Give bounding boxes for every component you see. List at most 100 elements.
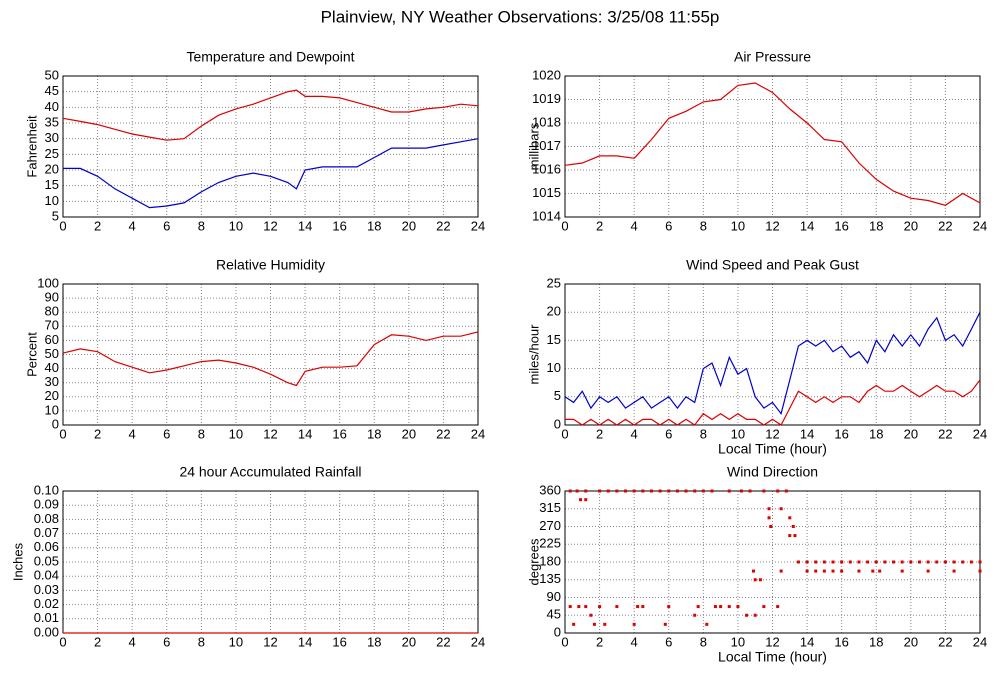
data-point (696, 605, 700, 609)
data-point (840, 569, 844, 573)
data-point (606, 489, 610, 493)
x-tick-label: 18 (367, 634, 381, 649)
data-point (840, 560, 844, 564)
chart-title: Relative Humidity (216, 257, 325, 273)
data-point (603, 622, 607, 626)
y-tick-label: 0.07 (34, 525, 59, 540)
y-tick-label: 50 (45, 67, 59, 82)
data-point (926, 569, 930, 573)
data-point (579, 498, 583, 502)
data-point (926, 560, 930, 564)
plot-frame (62, 75, 479, 218)
data-point (788, 534, 792, 538)
data-point (769, 525, 773, 528)
x-tick-label: 20 (402, 218, 416, 233)
y-tick-label: 0.10 (34, 482, 59, 497)
x-tick-label: 4 (129, 426, 136, 441)
x-tick-label: 6 (665, 426, 672, 441)
x-tick-label: 12 (263, 634, 277, 649)
x-tick-label: 10 (731, 426, 745, 441)
data-point (831, 560, 835, 564)
x-tick-label: 20 (904, 426, 918, 441)
x-tick-label: 24 (471, 634, 485, 649)
x-tick-label: 24 (973, 634, 987, 649)
data-point (900, 569, 904, 573)
x-tick-label: 2 (94, 218, 101, 233)
data-line (564, 311, 981, 416)
y-axis-label: Fahrenheit (24, 115, 39, 178)
data-line (62, 331, 479, 387)
chart-title: Wind Direction (727, 464, 818, 480)
y-tick-label: 1015 (532, 185, 561, 200)
data-point (909, 560, 913, 564)
x-tick-label: 12 (263, 426, 277, 441)
x-tick-label: 8 (198, 218, 205, 233)
data-point (753, 578, 757, 582)
y-tick-label: 45 (547, 607, 561, 622)
y-tick-label: 40 (45, 360, 59, 375)
x-tick-label: 16 (834, 426, 848, 441)
x-tick-label: 24 (471, 426, 485, 441)
data-point (762, 489, 766, 493)
data-point (572, 622, 576, 626)
data-point (667, 605, 671, 609)
y-tick-label: 20 (45, 161, 59, 176)
x-tick-label: 6 (163, 218, 170, 233)
x-tick-label: 0 (561, 218, 568, 233)
chart-title: Air Pressure (734, 49, 811, 65)
data-point (589, 613, 593, 617)
x-tick-label: 18 (869, 634, 883, 649)
x-tick-label: 4 (631, 634, 638, 649)
data-point (584, 489, 588, 493)
x-tick-label: 22 (938, 634, 952, 649)
x-tick-label: 18 (367, 218, 381, 233)
data-point (935, 560, 939, 564)
data-point (952, 560, 956, 564)
x-tick-label: 24 (973, 426, 987, 441)
x-tick-label: 12 (765, 426, 779, 441)
chart-title: 24 hour Accumulated Rainfall (179, 464, 361, 480)
x-tick-label: 14 (800, 218, 814, 233)
x-tick-label: 18 (869, 218, 883, 233)
x-tick-label: 20 (402, 426, 416, 441)
x-tick-label: 10 (229, 426, 243, 441)
y-tick-label: 5 (52, 208, 59, 223)
plot-frame (564, 283, 981, 426)
x-tick-label: 2 (94, 634, 101, 649)
x-tick-label: 14 (298, 634, 312, 649)
x-tick-label: 14 (298, 426, 312, 441)
data-point (779, 569, 783, 573)
data-point (663, 622, 667, 626)
data-point (776, 605, 780, 609)
x-tick-label: 4 (631, 218, 638, 233)
y-tick-label: 50 (45, 346, 59, 361)
y-tick-label: 5 (554, 388, 561, 403)
data-point (857, 560, 861, 564)
data-point (892, 560, 896, 564)
data-point (762, 605, 766, 609)
data-point (767, 507, 771, 511)
data-point (584, 605, 588, 609)
data-point (675, 489, 679, 493)
data-point (745, 613, 749, 617)
data-point (568, 489, 572, 493)
y-tick-label: 40 (45, 99, 59, 114)
x-tick-label: 24 (973, 218, 987, 233)
chart-title: Temperature and Dewpoint (186, 49, 354, 65)
data-point (969, 560, 973, 564)
y-tick-label: 90 (547, 589, 561, 604)
y-tick-label: 30 (45, 130, 59, 145)
data-point (649, 489, 653, 493)
data-point (632, 622, 636, 626)
y-tick-label: 25 (547, 275, 561, 290)
data-point (788, 516, 792, 520)
data-point (978, 560, 982, 564)
chart-title: Wind Speed and Peak Gust (686, 257, 859, 273)
x-tick-label: 10 (229, 218, 243, 233)
y-tick-label: 180 (539, 553, 561, 568)
y-tick-label: 0.04 (34, 568, 59, 583)
x-tick-label: 10 (731, 218, 745, 233)
y-tick-label: 0.08 (34, 511, 59, 526)
data-point (978, 569, 982, 573)
data-point (748, 489, 752, 493)
